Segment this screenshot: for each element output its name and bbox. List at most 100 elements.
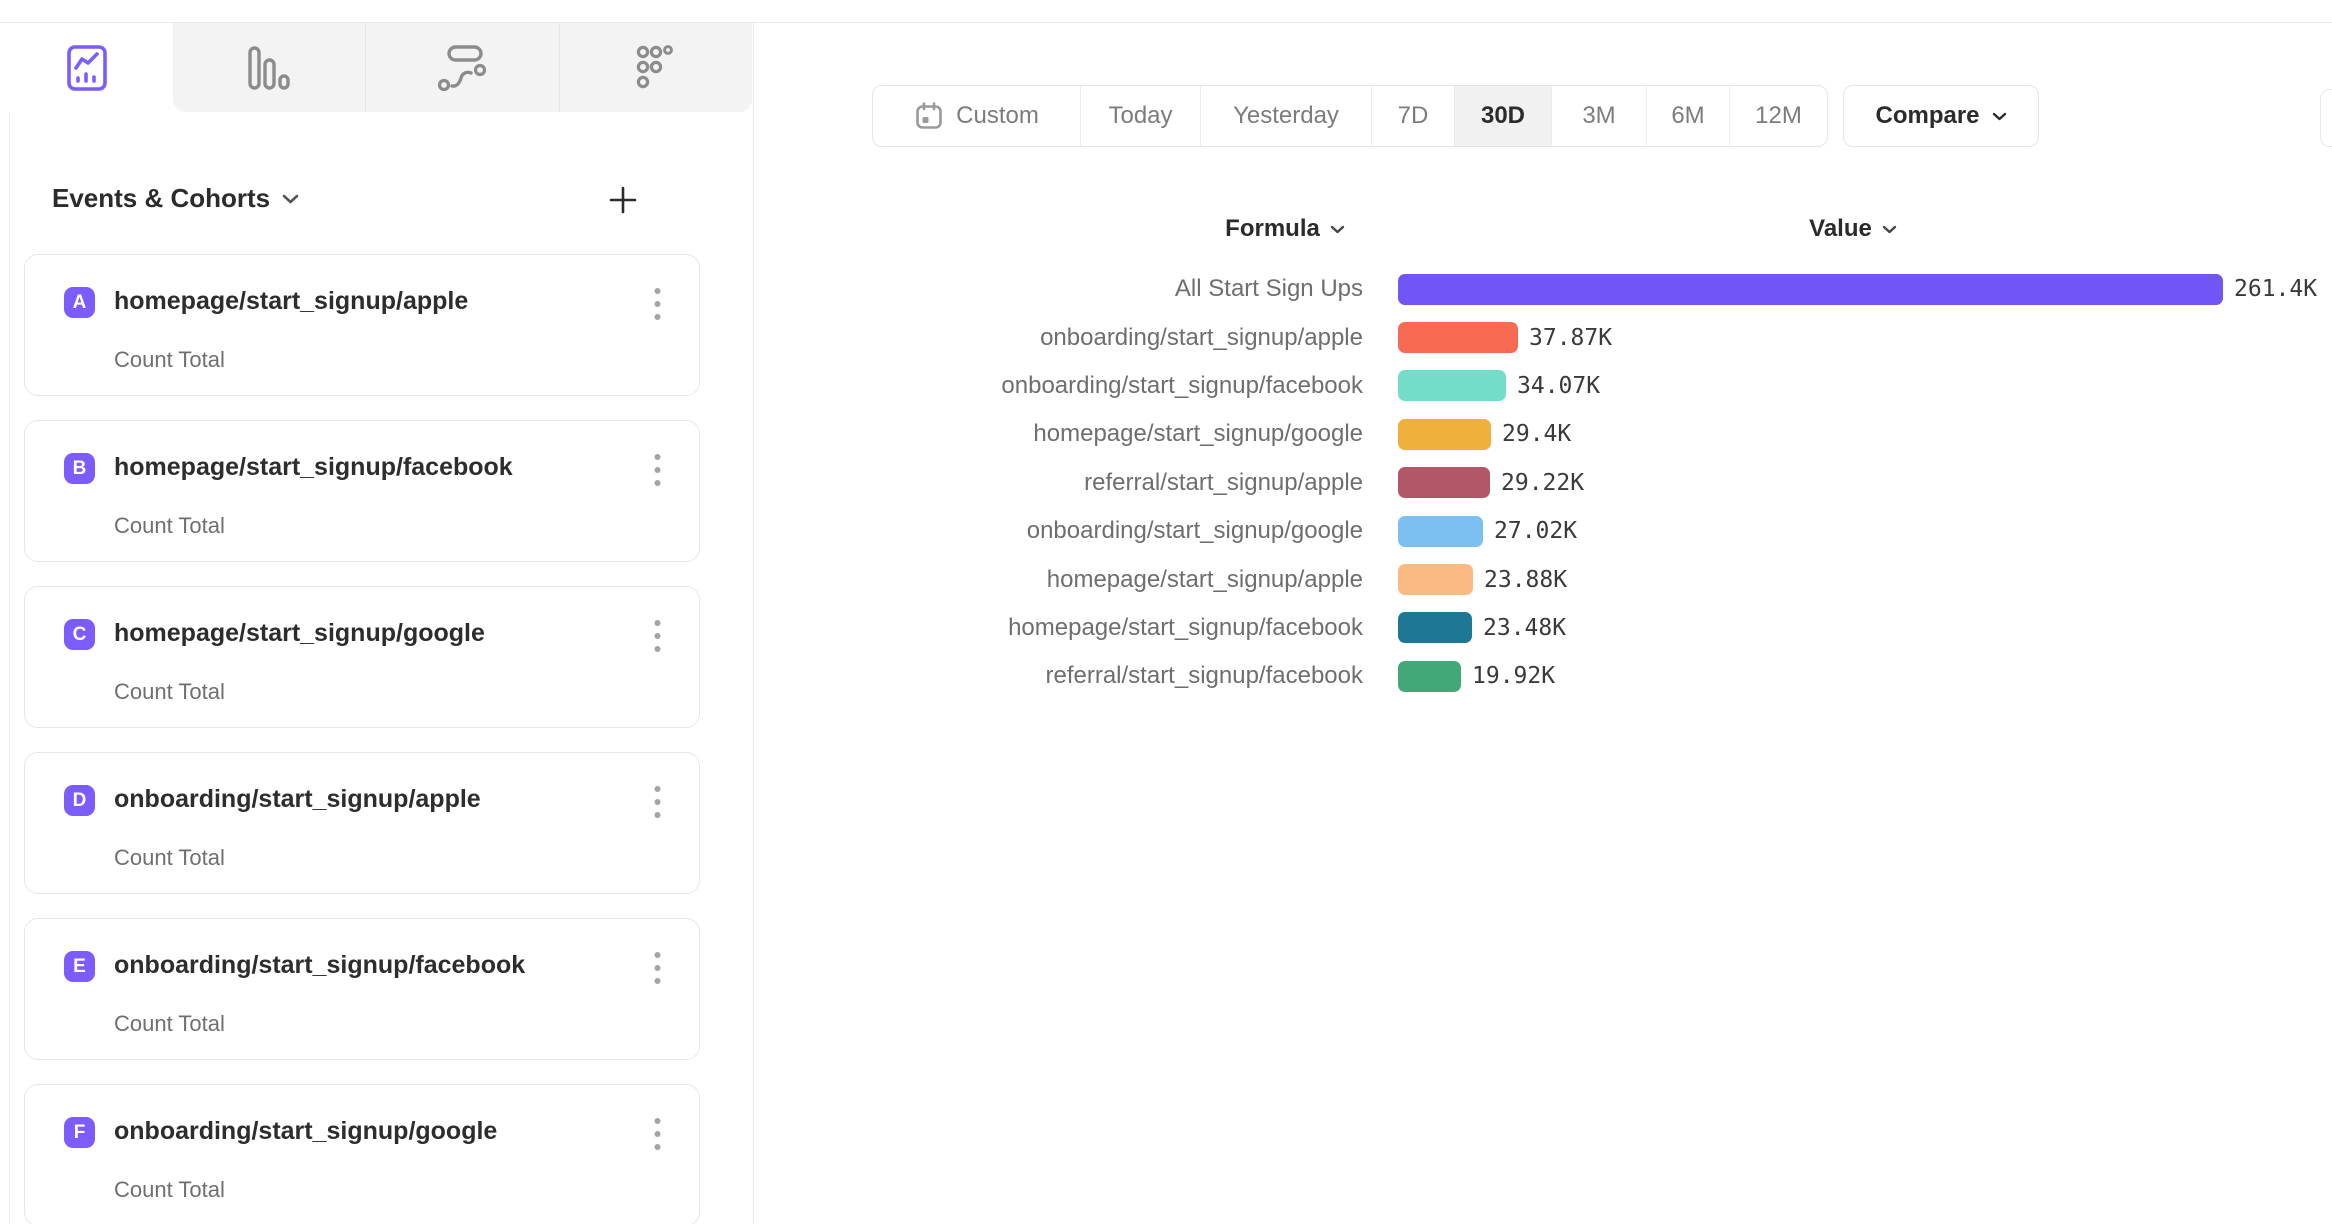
tab-retention[interactable] [558,23,752,112]
kebab-icon [654,951,661,987]
formula-header-dropdown[interactable]: Formula [1175,215,1395,243]
kebab-icon [654,785,661,821]
event-kebab-menu-button[interactable] [635,613,679,661]
range-option-7d[interactable]: 7D [1371,86,1454,146]
event-kebab-menu-button[interactable] [635,779,679,827]
row-bar[interactable] [1398,660,1461,692]
tab-insights[interactable] [0,23,173,112]
range-option-label: 12M [1755,102,1802,129]
kebab-icon [654,453,661,489]
chart-row: onboarding/start_signup/google 27.02K [900,507,2332,555]
top-divider [0,22,2332,23]
row-value: 23.48K [1483,614,1567,641]
sidebar-header: Events & Cohorts [52,183,702,223]
event-kebab-menu-button[interactable] [635,945,679,993]
event-kebab-menu-button[interactable] [635,1111,679,1159]
event-metric[interactable]: Count Total [114,1177,225,1202]
event-name[interactable]: homepage/start_signup/apple [114,287,469,315]
row-bar[interactable] [1398,515,1483,547]
inactive-report-tabs [173,23,752,112]
range-option-12m[interactable]: 12M [1729,86,1827,146]
chart-row: onboarding/start_signup/apple 37.87K [900,313,2332,361]
row-value: 19.92K [1472,663,1556,690]
chevron-down-icon [1330,225,1345,234]
events-cohorts-dropdown[interactable]: Events & Cohorts [52,183,299,214]
calendar-icon [914,101,944,131]
funnel-bars-icon [246,44,292,92]
event-kebab-menu-button[interactable] [635,447,679,495]
clipped-toolbar-button[interactable] [2320,89,2332,147]
event-name[interactable]: homepage/start_signup/facebook [114,453,513,481]
panel-left-edge [9,23,10,1224]
range-option-custom[interactable]: Custom [873,86,1080,146]
event-name[interactable]: onboarding/start_signup/google [114,1117,498,1145]
row-label: homepage/start_signup/apple [1046,565,1363,593]
event-metric[interactable]: Count Total [114,347,225,372]
row-label: onboarding/start_signup/apple [1040,323,1363,351]
add-event-button[interactable] [602,179,644,221]
range-option-label: 30D [1480,102,1526,129]
chart-row: referral/start_signup/facebook 19.92K [900,652,2332,700]
chart-row: All Start Sign Ups 261.4K [900,265,2332,313]
row-bar[interactable] [1398,418,1491,450]
chart-row: homepage/start_signup/facebook 23.48K [900,604,2332,652]
event-kebab-menu-button[interactable] [635,281,679,329]
row-value: 34.07K [1517,372,1601,399]
range-option-30d[interactable]: 30D [1454,86,1551,146]
tab-flows[interactable] [365,23,558,112]
range-option-3m[interactable]: 3M [1551,86,1646,146]
range-option-label: Yesterday [1233,102,1339,129]
row-bar[interactable] [1398,273,2223,305]
row-bar[interactable] [1398,612,1472,644]
row-label: homepage/start_signup/google [1033,420,1363,448]
row-bar[interactable] [1398,564,1473,596]
chevron-down-icon [1882,225,1897,234]
compare-button[interactable]: Compare [1843,85,2039,147]
event-metric[interactable]: Count Total [114,1011,225,1036]
event-name[interactable]: homepage/start_signup/google [114,619,485,647]
range-option-label: Custom [956,102,1039,129]
tab-funnels[interactable] [173,23,365,112]
range-option-label: Today [1108,102,1173,129]
row-label: onboarding/start_signup/google [1026,517,1363,545]
row-bar[interactable] [1398,322,1518,354]
event-name[interactable]: onboarding/start_signup/facebook [114,951,526,979]
compare-label: Compare [1875,102,1980,129]
row-label: homepage/start_signup/facebook [1008,613,1363,641]
row-value: 29.4K [1502,421,1572,448]
chart-row: homepage/start_signup/apple 23.88K [900,555,2332,603]
event-letter-badge: C [64,619,95,650]
row-value: 37.87K [1529,324,1613,351]
row-label: referral/start_signup/facebook [1045,662,1363,690]
event-letter-badge: E [64,951,95,982]
range-option-yesterday[interactable]: Yesterday [1200,86,1371,146]
range-option-label: 6M [1671,102,1705,129]
event-metric[interactable]: Count Total [114,679,225,704]
row-bar[interactable] [1398,370,1506,402]
report-type-tabs [0,23,753,112]
event-metric[interactable]: Count Total [114,845,225,870]
kebab-icon [654,287,661,323]
event-name[interactable]: onboarding/start_signup/apple [114,785,481,813]
chevron-down-icon [1992,112,2007,121]
range-option-6m[interactable]: 6M [1646,86,1729,146]
date-range-control: Custom Today Yesterday 7D 30D 3M 6M 12M [872,85,1828,147]
insights-chart-icon [66,44,108,92]
row-value: 29.22K [1501,469,1585,496]
row-value: 23.88K [1484,566,1568,593]
bar-chart: All Start Sign Ups 261.4K onboarding/start… [900,265,2332,701]
range-option-today[interactable]: Today [1080,86,1200,146]
value-header-label: Value [1809,215,1872,242]
value-header-dropdown[interactable]: Value [1743,215,1963,243]
sidebar-divider [753,23,754,1224]
row-bar[interactable] [1398,467,1490,499]
event-metric[interactable]: Count Total [114,513,225,538]
